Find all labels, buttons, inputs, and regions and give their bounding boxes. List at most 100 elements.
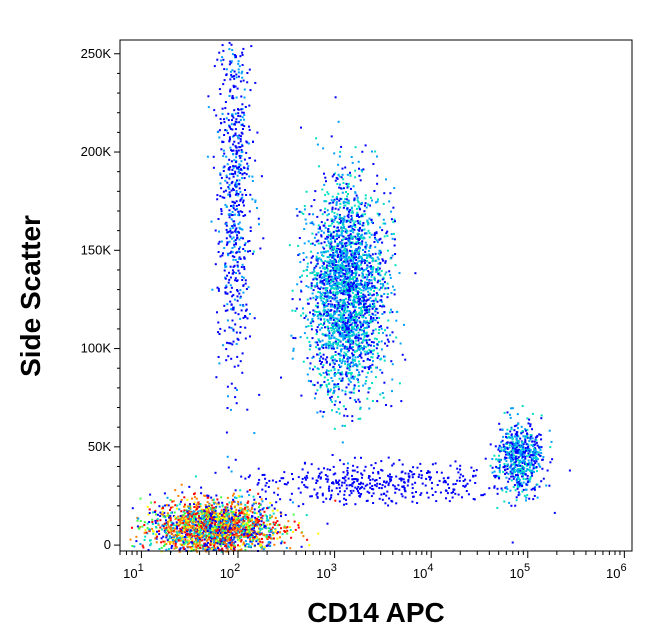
event-dot [533, 494, 536, 497]
event-dot [348, 249, 351, 252]
event-dot [362, 293, 365, 296]
event-dot [354, 363, 357, 366]
event-dot [354, 169, 357, 172]
event-dot [258, 502, 261, 505]
event-dot [320, 286, 323, 289]
event-dot [188, 536, 191, 539]
event-dot [314, 274, 317, 277]
event-dot [217, 514, 220, 517]
event-dot [332, 314, 335, 317]
event-dot [373, 233, 376, 236]
event-dot [532, 458, 535, 461]
event-dot [201, 517, 204, 520]
event-dot [207, 541, 209, 544]
event-dot [172, 500, 175, 503]
event-dot [356, 262, 359, 264]
event-dot [350, 187, 352, 190]
event-dot [367, 203, 370, 206]
event-dot [333, 336, 336, 339]
event-dot [310, 324, 313, 327]
event-dot [352, 312, 355, 314]
event-dot [217, 542, 220, 545]
event-dot [275, 521, 277, 524]
event-dot [319, 274, 321, 277]
event-dot [335, 337, 338, 340]
event-dot [193, 532, 196, 535]
event-dot [210, 537, 213, 540]
event-dot [337, 281, 340, 284]
event-dot [323, 211, 326, 214]
event-dot [361, 305, 364, 308]
event-dot [275, 501, 278, 504]
event-dot [154, 537, 157, 540]
event-dot [244, 503, 247, 506]
event-dot [167, 523, 170, 526]
event-dot [185, 533, 187, 536]
event-dot [348, 367, 351, 370]
event-dot [373, 302, 376, 305]
event-dot [321, 254, 324, 257]
event-dot [194, 532, 197, 535]
event-dot [336, 213, 339, 216]
event-dot [311, 232, 314, 235]
event-dot [223, 521, 226, 524]
event-dot [351, 315, 354, 318]
event-dot [151, 530, 154, 533]
event-dot [522, 467, 525, 470]
event-dot [253, 511, 256, 514]
event-dot [189, 532, 192, 535]
event-dot [194, 509, 197, 512]
event-dot [214, 512, 217, 515]
event-dot [365, 341, 368, 344]
event-dot [323, 376, 326, 379]
event-dot [328, 390, 331, 393]
event-dot [372, 329, 375, 332]
event-dot [181, 538, 184, 541]
event-dot [192, 529, 195, 532]
event-dot [219, 543, 222, 546]
event-dot [352, 231, 355, 234]
event-dot [310, 328, 313, 331]
event-dot [210, 496, 213, 499]
event-dot [309, 242, 312, 245]
event-dot [268, 523, 271, 526]
event-dot [323, 283, 326, 286]
event-dot [250, 508, 253, 510]
event-dot [261, 541, 264, 544]
event-dot [231, 514, 234, 517]
event-dot [366, 357, 369, 360]
event-dot [359, 408, 362, 410]
event-dot [330, 199, 333, 202]
event-dot [160, 546, 163, 549]
event-dot [329, 275, 332, 278]
event-dot [332, 237, 335, 240]
event-dot [342, 230, 345, 232]
event-dot [198, 505, 201, 508]
event-dot [243, 508, 246, 511]
event-dot [368, 256, 371, 259]
event-dot [341, 332, 344, 335]
event-dot [247, 521, 250, 524]
event-dot [235, 532, 238, 535]
event-dot [230, 544, 233, 547]
event-dot [350, 242, 353, 244]
event-dot [342, 187, 345, 190]
event-dot [540, 438, 543, 441]
event-dot [323, 247, 326, 250]
event-dot [334, 207, 337, 210]
event-dot [162, 506, 165, 509]
event-dot [328, 245, 331, 248]
event-dot [350, 225, 353, 228]
event-dot [179, 527, 182, 530]
event-dot [505, 465, 507, 468]
event-dot [226, 503, 229, 506]
event-dot [349, 343, 352, 346]
event-dot [167, 540, 170, 543]
event-dot [370, 218, 373, 221]
event-dot [242, 523, 245, 526]
event-dot [187, 539, 190, 542]
event-dot [348, 345, 351, 348]
event-dot [371, 319, 374, 321]
event-dot [289, 547, 292, 550]
